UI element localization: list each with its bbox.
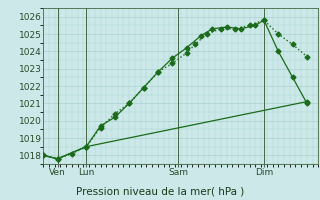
- Text: Pression niveau de la mer( hPa ): Pression niveau de la mer( hPa ): [76, 186, 244, 196]
